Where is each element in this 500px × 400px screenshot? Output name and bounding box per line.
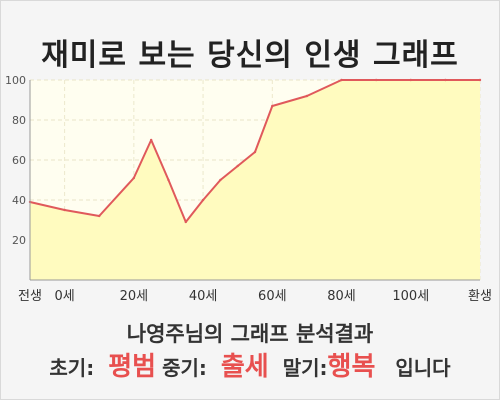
early-label: 초기: <box>49 356 95 380</box>
data-point <box>219 178 222 182</box>
x-tick-label: 0세 <box>54 289 74 304</box>
life-series <box>28 78 482 224</box>
mid-value: 출세 <box>220 352 269 382</box>
ending-text: 입니다 <box>395 356 451 380</box>
data-point <box>478 78 482 82</box>
x-tick-label: 40세 <box>189 289 218 304</box>
analysis-heading: 나영주님의 그래프 분석결과 <box>126 322 374 346</box>
x-tick-label: 80세 <box>327 289 356 304</box>
x-tick-label: 전생 <box>18 289 42 304</box>
data-point <box>340 78 343 82</box>
x-tick-label: 100세 <box>392 289 429 304</box>
page-title: 재미로 보는 당신의 인생 그래프 <box>41 38 459 73</box>
data-point <box>149 138 153 142</box>
y-axis-ticks: 20 40 60 80 100 <box>5 74 26 247</box>
y-tick-label: 80 <box>12 114 26 127</box>
data-point <box>201 198 205 202</box>
data-point <box>132 176 136 180</box>
data-point <box>444 78 447 82</box>
data-point <box>374 78 378 82</box>
data-point <box>98 214 101 218</box>
data-point <box>236 164 239 168</box>
analysis-summary: 초기: 평범 중기: 출세 말기: 행복 입니다 <box>0 346 500 382</box>
area-shape <box>30 80 480 280</box>
series-line <box>29 79 480 223</box>
area-fill <box>30 80 480 280</box>
x-tick-label: 60세 <box>258 289 287 304</box>
data-point <box>409 78 412 82</box>
data-point <box>167 178 170 182</box>
data-point <box>305 94 309 98</box>
data-point <box>63 208 66 212</box>
y-tick-label: 60 <box>12 154 26 167</box>
x-tick-label: 환생 <box>468 289 492 304</box>
y-tick-label: 20 <box>12 234 26 247</box>
data-point <box>253 150 257 154</box>
y-tick-label: 40 <box>12 194 26 207</box>
data-point <box>271 104 274 108</box>
x-tick-label: 20세 <box>120 289 149 304</box>
y-tick-label: 100 <box>5 74 26 87</box>
mid-label: 중기: <box>162 356 207 380</box>
early-value: 평범 <box>108 352 157 382</box>
x-axis-ticks: 전생 0세 20세 40세 60세 80세 100세 환생 <box>18 289 492 304</box>
late-label: 말기: <box>282 356 328 380</box>
late-value: 행복 <box>327 352 376 382</box>
data-point <box>184 220 187 224</box>
